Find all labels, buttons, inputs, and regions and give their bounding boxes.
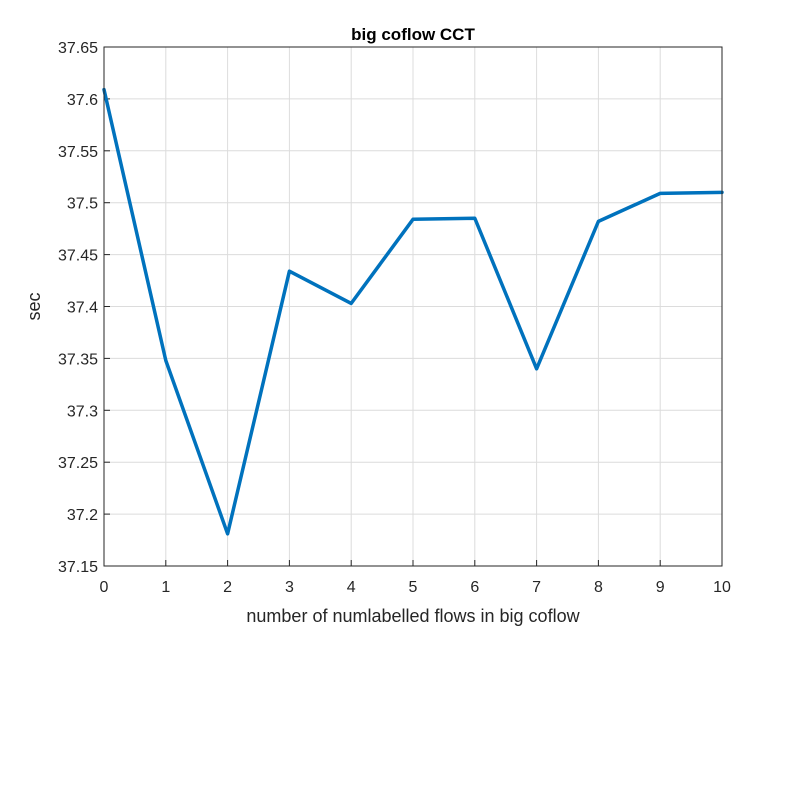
y-tick-label: 37.35 [58,351,98,368]
chart-title: big coflow CCT [351,25,475,44]
x-tick-label: 4 [347,579,356,596]
x-tick-label: 2 [223,579,232,596]
y-axis-label: sec [24,292,44,320]
y-tick-label: 37.45 [58,248,98,265]
x-tick-label: 0 [100,579,109,596]
x-tick-label: 6 [470,579,479,596]
x-tick-label: 8 [594,579,603,596]
plot-frame [103,46,723,567]
x-tick-label: 3 [285,579,294,596]
y-tick-label: 37.5 [67,196,98,213]
y-tick-label: 37.15 [58,559,98,576]
x-tick-label: 10 [713,579,731,596]
y-tick-labels: 37.15 37.2 37.25 37.3 37.35 37.4 37.45 37.5 37.5… [58,40,98,576]
x-tick-label: 5 [409,579,418,596]
y-tick-label: 37.3 [67,403,98,420]
x-tick-label: 1 [161,579,170,596]
x-axis-label: number of numlabelled flows in big coflo… [246,606,580,626]
y-tick-label: 37.65 [58,40,98,57]
x-tick-label: 9 [656,579,665,596]
y-tick-label: 37.4 [67,300,98,317]
grid [103,46,723,567]
x-tick-labels: 0 1 2 3 4 5 6 7 8 9 10 [100,579,731,596]
y-tick-label: 37.25 [58,455,98,472]
y-tick-label: 37.2 [67,507,98,524]
y-tick-label: 37.55 [58,144,98,161]
x-tick-label: 7 [532,579,541,596]
y-tick-label: 37.6 [67,92,98,109]
series-line [102,87,724,536]
